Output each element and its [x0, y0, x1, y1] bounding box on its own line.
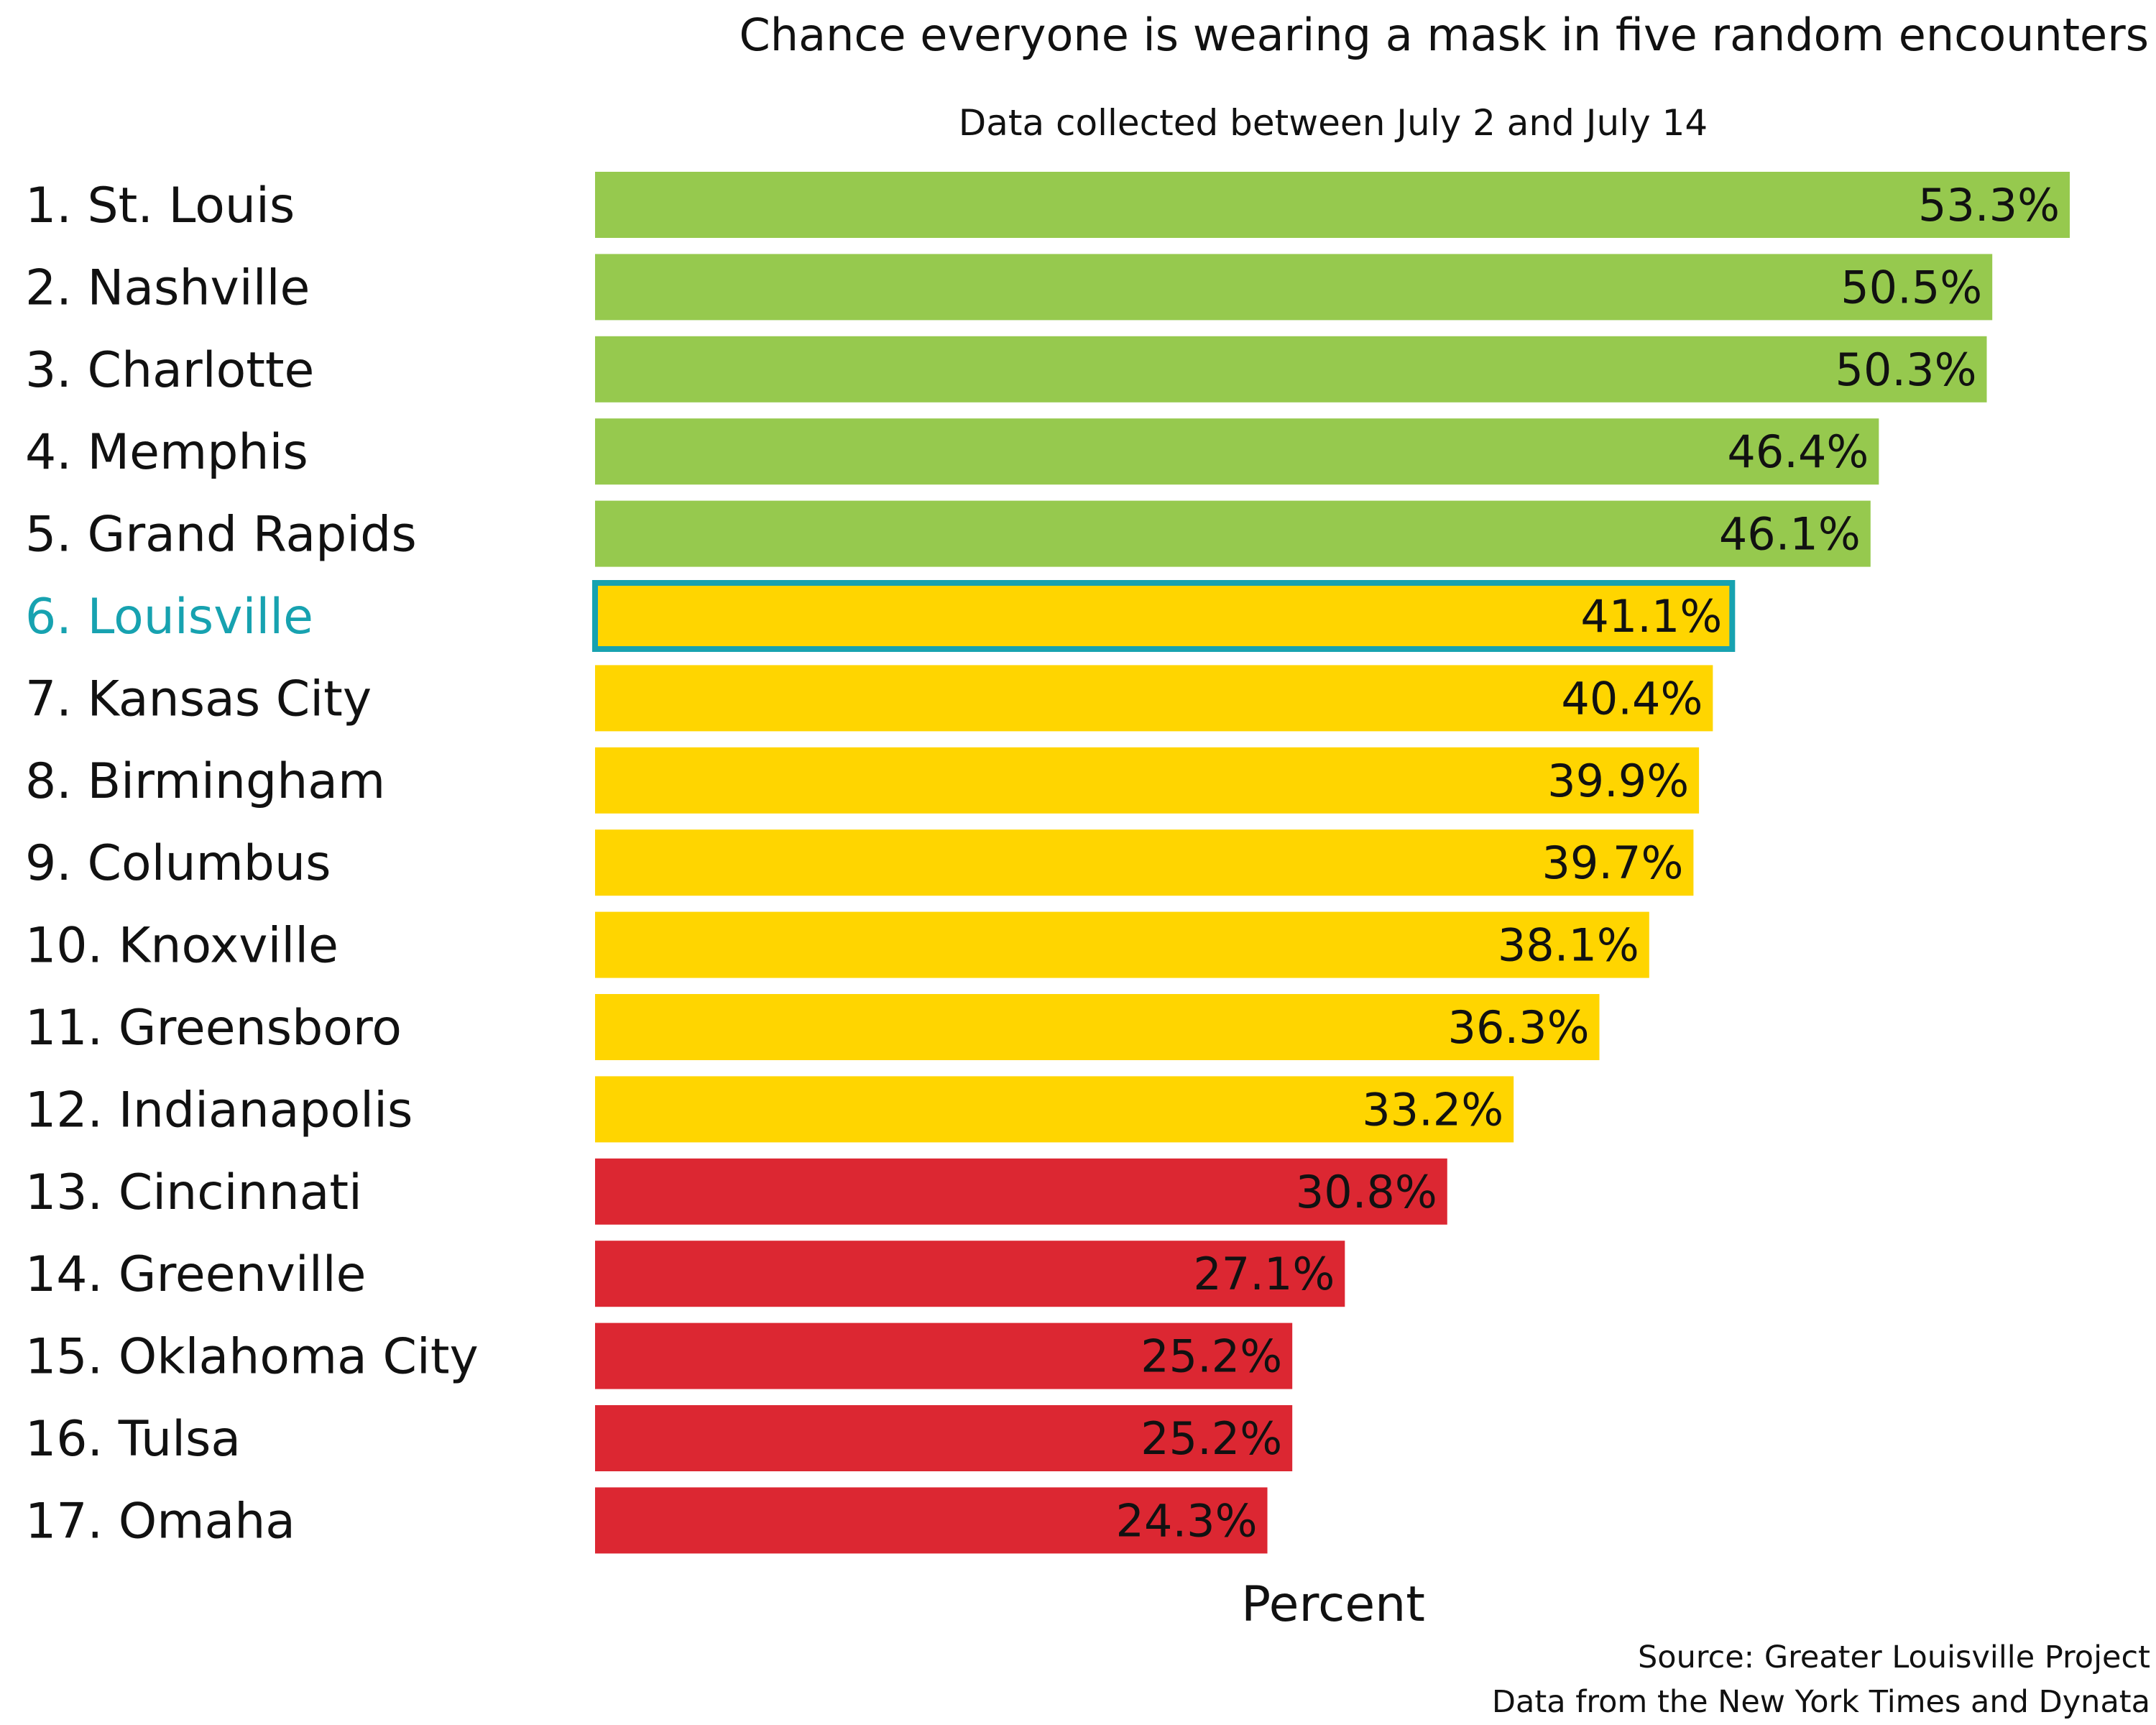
- category-label-13: 13. Cincinnati: [25, 1164, 362, 1221]
- bar-2: [595, 254, 1993, 321]
- value-label-15: 25.2%: [1141, 1330, 1282, 1383]
- value-label-12: 33.2%: [1362, 1083, 1503, 1136]
- value-label-4: 46.4%: [1727, 426, 1869, 478]
- value-label-2: 50.5%: [1841, 261, 1982, 313]
- value-label-5: 46.1%: [1719, 508, 1861, 561]
- category-label-3: 3. Charlotte: [25, 342, 314, 399]
- category-label-6: 6. Louisville: [25, 589, 313, 645]
- category-label-2: 2. Nashville: [25, 259, 310, 316]
- bar-17: [595, 1487, 1268, 1554]
- bar-8: [595, 747, 1700, 814]
- category-label-12: 12. Indianapolis: [25, 1082, 413, 1138]
- value-label-16: 25.2%: [1141, 1412, 1282, 1465]
- value-label-17: 24.3%: [1116, 1494, 1258, 1547]
- bar-5: [595, 500, 1871, 567]
- bar-16: [595, 1405, 1293, 1471]
- category-label-1: 1. St. Louis: [25, 178, 295, 234]
- value-label-7: 40.4%: [1561, 672, 1703, 724]
- value-label-6: 41.1%: [1580, 590, 1722, 643]
- category-label-9: 9. Columbus: [25, 835, 331, 892]
- category-label-11: 11. Greensboro: [25, 1000, 402, 1057]
- source-note: Source: Greater Louisville Project: [1638, 1639, 2150, 1675]
- bar-12: [595, 1076, 1514, 1143]
- data-credit-note: Data from the New York Times and Dynata: [1492, 1684, 2150, 1720]
- value-label-9: 39.7%: [1542, 837, 1683, 889]
- category-label-15: 15. Oklahoma City: [25, 1329, 479, 1386]
- bar-15: [595, 1322, 1293, 1389]
- bar-10: [595, 911, 1649, 978]
- category-label-17: 17. Omaha: [25, 1493, 295, 1550]
- x-axis-label: Percent: [1241, 1576, 1425, 1633]
- value-label-10: 38.1%: [1498, 919, 1639, 972]
- bar-3: [595, 336, 1987, 402]
- category-label-14: 14. Greenville: [25, 1246, 366, 1303]
- category-label-4: 4. Memphis: [25, 424, 308, 481]
- bar-7: [595, 665, 1713, 732]
- bar-1: [595, 172, 2070, 238]
- category-label-10: 10. Knoxville: [25, 918, 338, 975]
- chart-title: Chance everyone is wearing a mask in fiv…: [739, 9, 2149, 61]
- bar-6: [592, 580, 1736, 652]
- bar-4: [595, 418, 1879, 485]
- category-label-5: 5. Grand Rapids: [25, 507, 417, 564]
- category-label-8: 8. Birmingham: [25, 753, 385, 810]
- bars-group: 1. St. Louis 53.3% 2. Nashville 50.5% 3. Cha…: [25, 172, 2070, 1554]
- value-label-3: 50.3%: [1835, 344, 1977, 396]
- category-label-7: 7. Kansas City: [25, 671, 372, 727]
- category-label-16: 16. Tulsa: [25, 1411, 241, 1468]
- value-label-8: 39.9%: [1547, 755, 1689, 807]
- bar-13: [595, 1158, 1447, 1225]
- bar-14: [595, 1241, 1345, 1307]
- value-label-11: 36.3%: [1448, 1001, 1590, 1054]
- bar-9: [595, 829, 1694, 896]
- value-label-14: 27.1%: [1193, 1248, 1335, 1300]
- value-label-13: 30.8%: [1296, 1166, 1437, 1218]
- chart-subtitle: Data collected between July 2 and July 1…: [959, 102, 1708, 144]
- bar-11: [595, 994, 1600, 1060]
- value-label-1: 53.3%: [1918, 179, 2060, 231]
